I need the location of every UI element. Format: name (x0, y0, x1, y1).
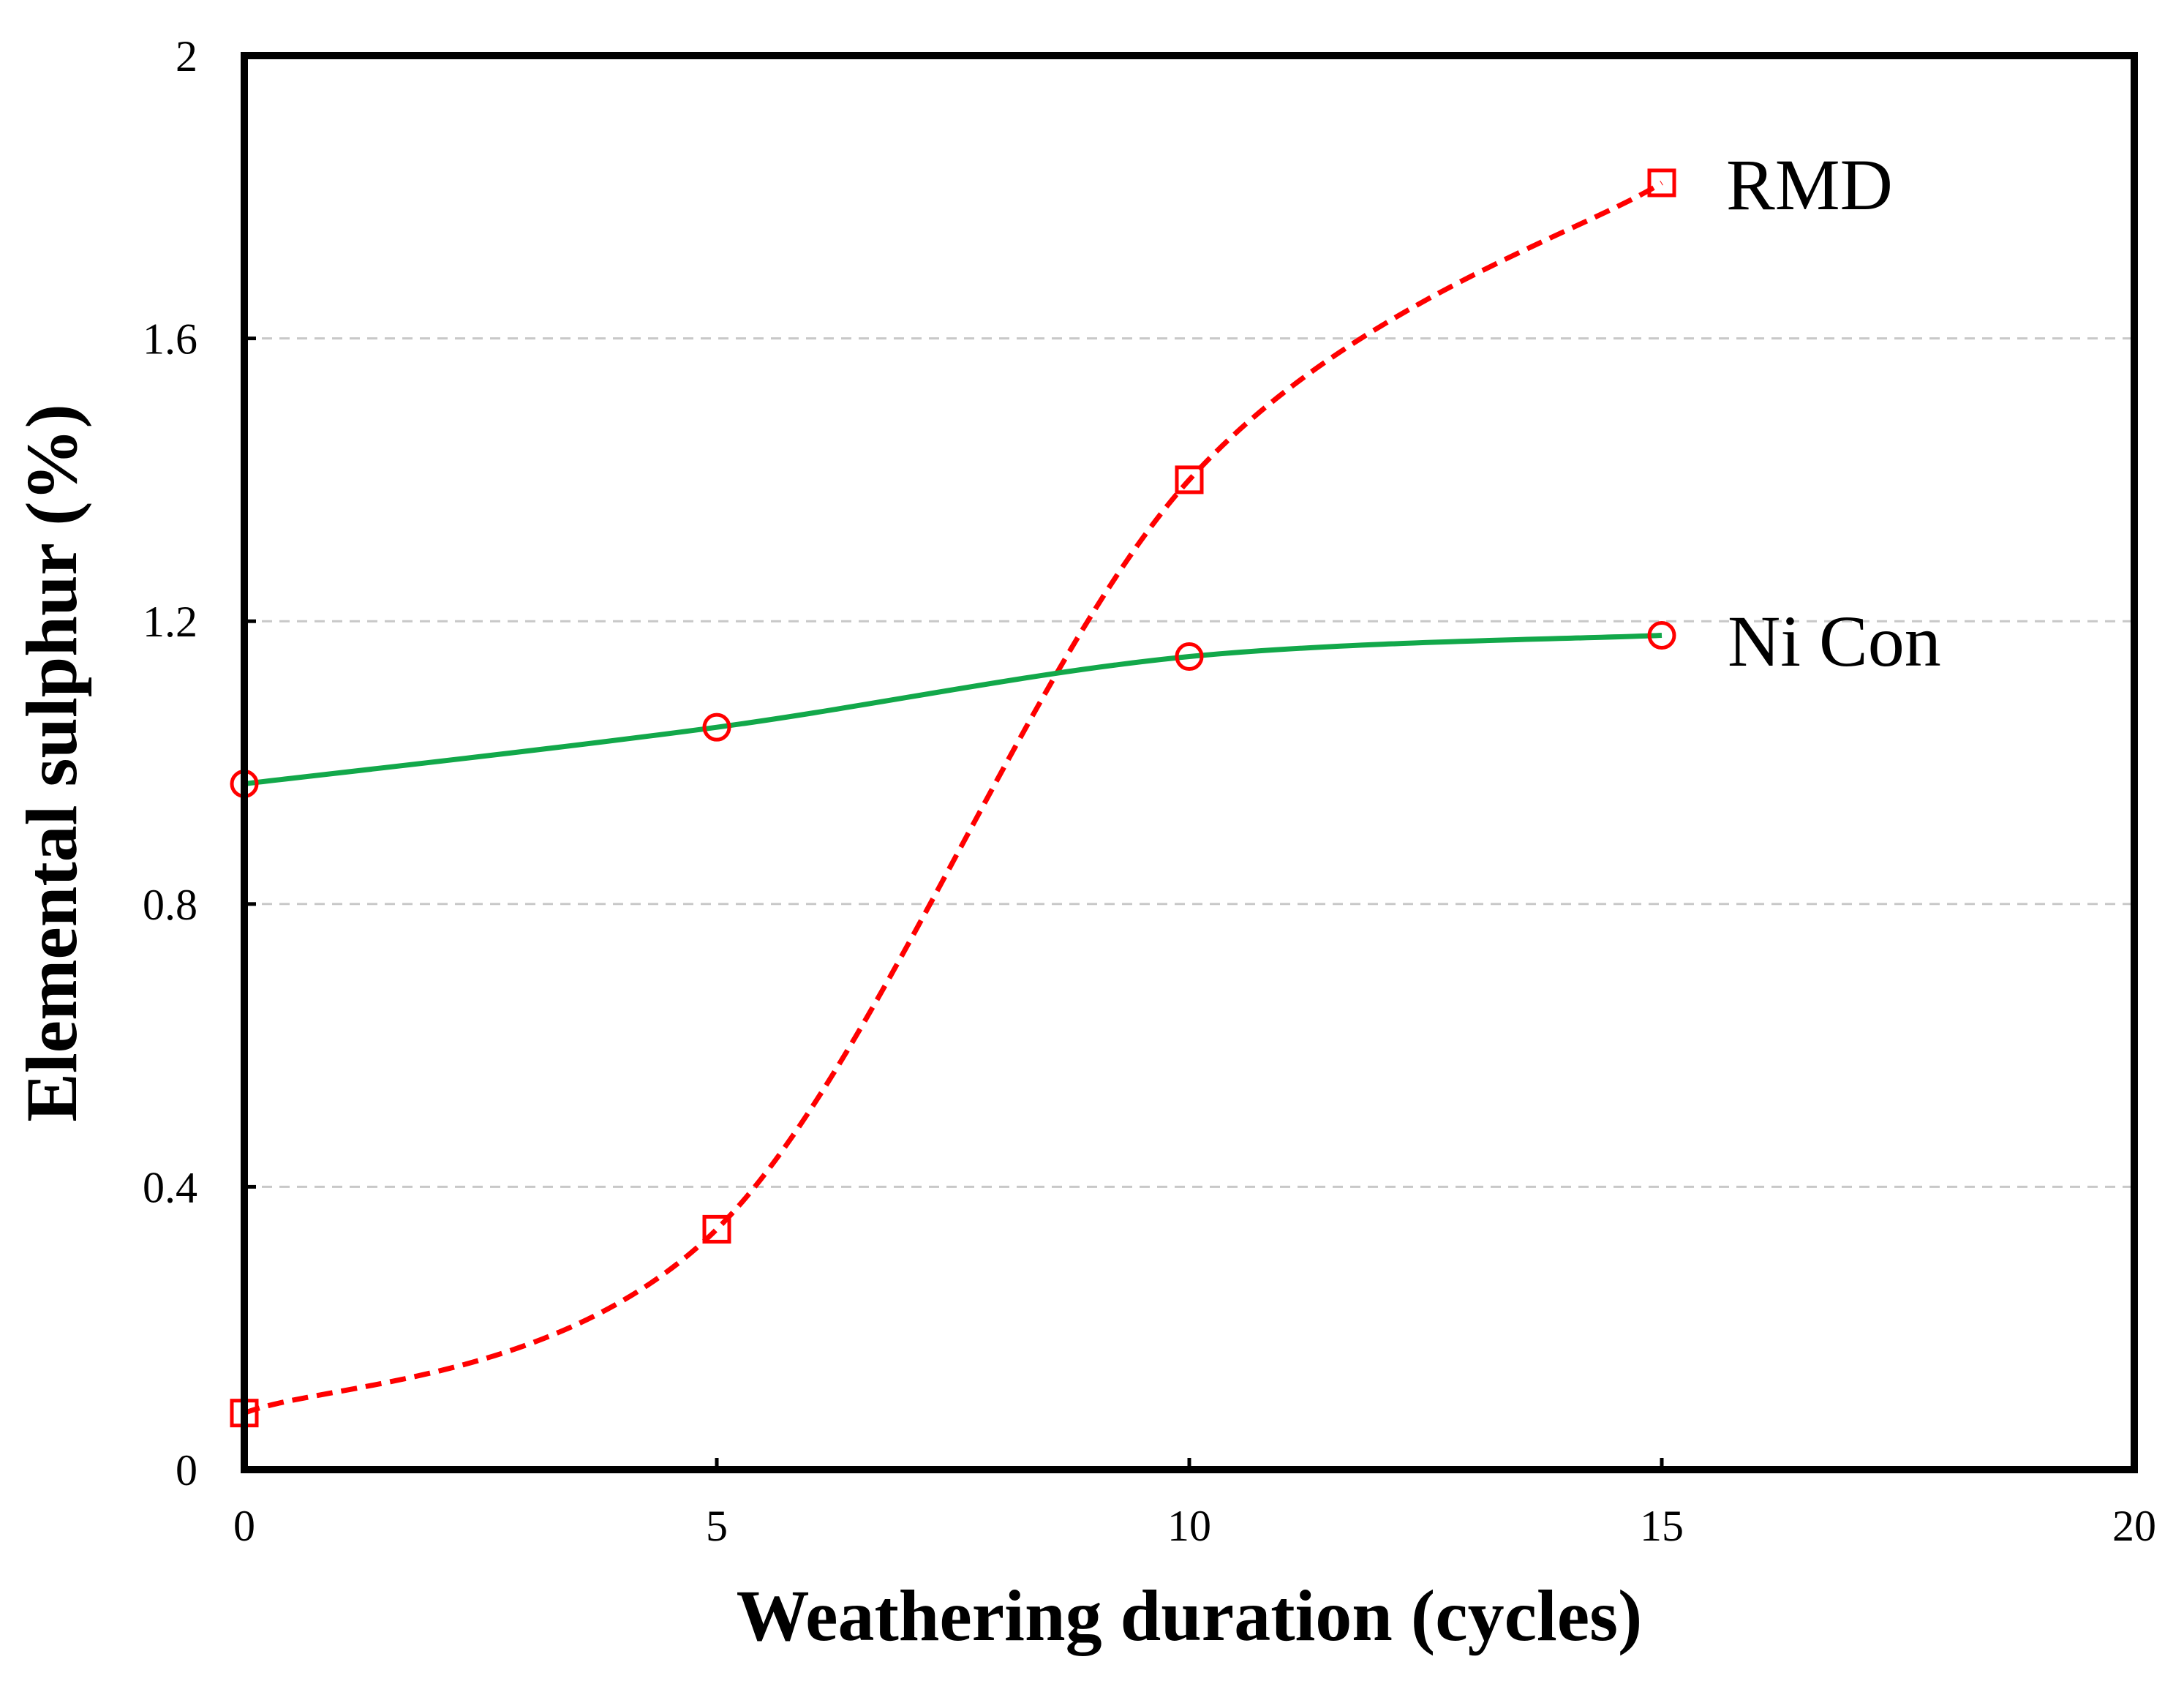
y-axis-ticks: 0 0.4 0.8 1.2 1.6 2 (143, 32, 256, 1494)
y-tick-label: 0.4 (143, 1163, 197, 1211)
x-axis-title: Weathering duration (cycles) (737, 1575, 1643, 1656)
x-tick-label: 15 (1640, 1502, 1684, 1550)
x-tick-label: 10 (1167, 1502, 1211, 1550)
y-tick-label: 1.6 (143, 315, 197, 364)
series-line-ni-con (244, 633, 1663, 786)
y-tick-label: 0 (176, 1446, 197, 1494)
y-tick-label: 2 (176, 32, 197, 80)
x-tick-label: 0 (233, 1502, 255, 1550)
data-point-ni-con (1175, 642, 1204, 672)
y-axis-title: Elemental sulphur (%) (11, 404, 92, 1122)
series-label-ni-con: Ni Con (1728, 601, 1941, 682)
y-tick-label: 0.8 (143, 881, 197, 929)
series-lines (243, 181, 1663, 1415)
y-tick-label: 1.2 (143, 598, 197, 646)
x-tick-label: 20 (2112, 1502, 2156, 1550)
data-point-ni-con (702, 712, 731, 742)
data-point-rmd (1647, 168, 1676, 198)
data-point-rmd (702, 1214, 731, 1244)
data-point-ni-con (1647, 621, 1676, 650)
data-point-rmd (1175, 465, 1204, 495)
x-tick-label: 5 (706, 1502, 728, 1550)
series-label-rmd: RMD (1726, 144, 1893, 225)
x-axis-ticks: 0 5 10 15 20 (233, 1458, 2156, 1550)
